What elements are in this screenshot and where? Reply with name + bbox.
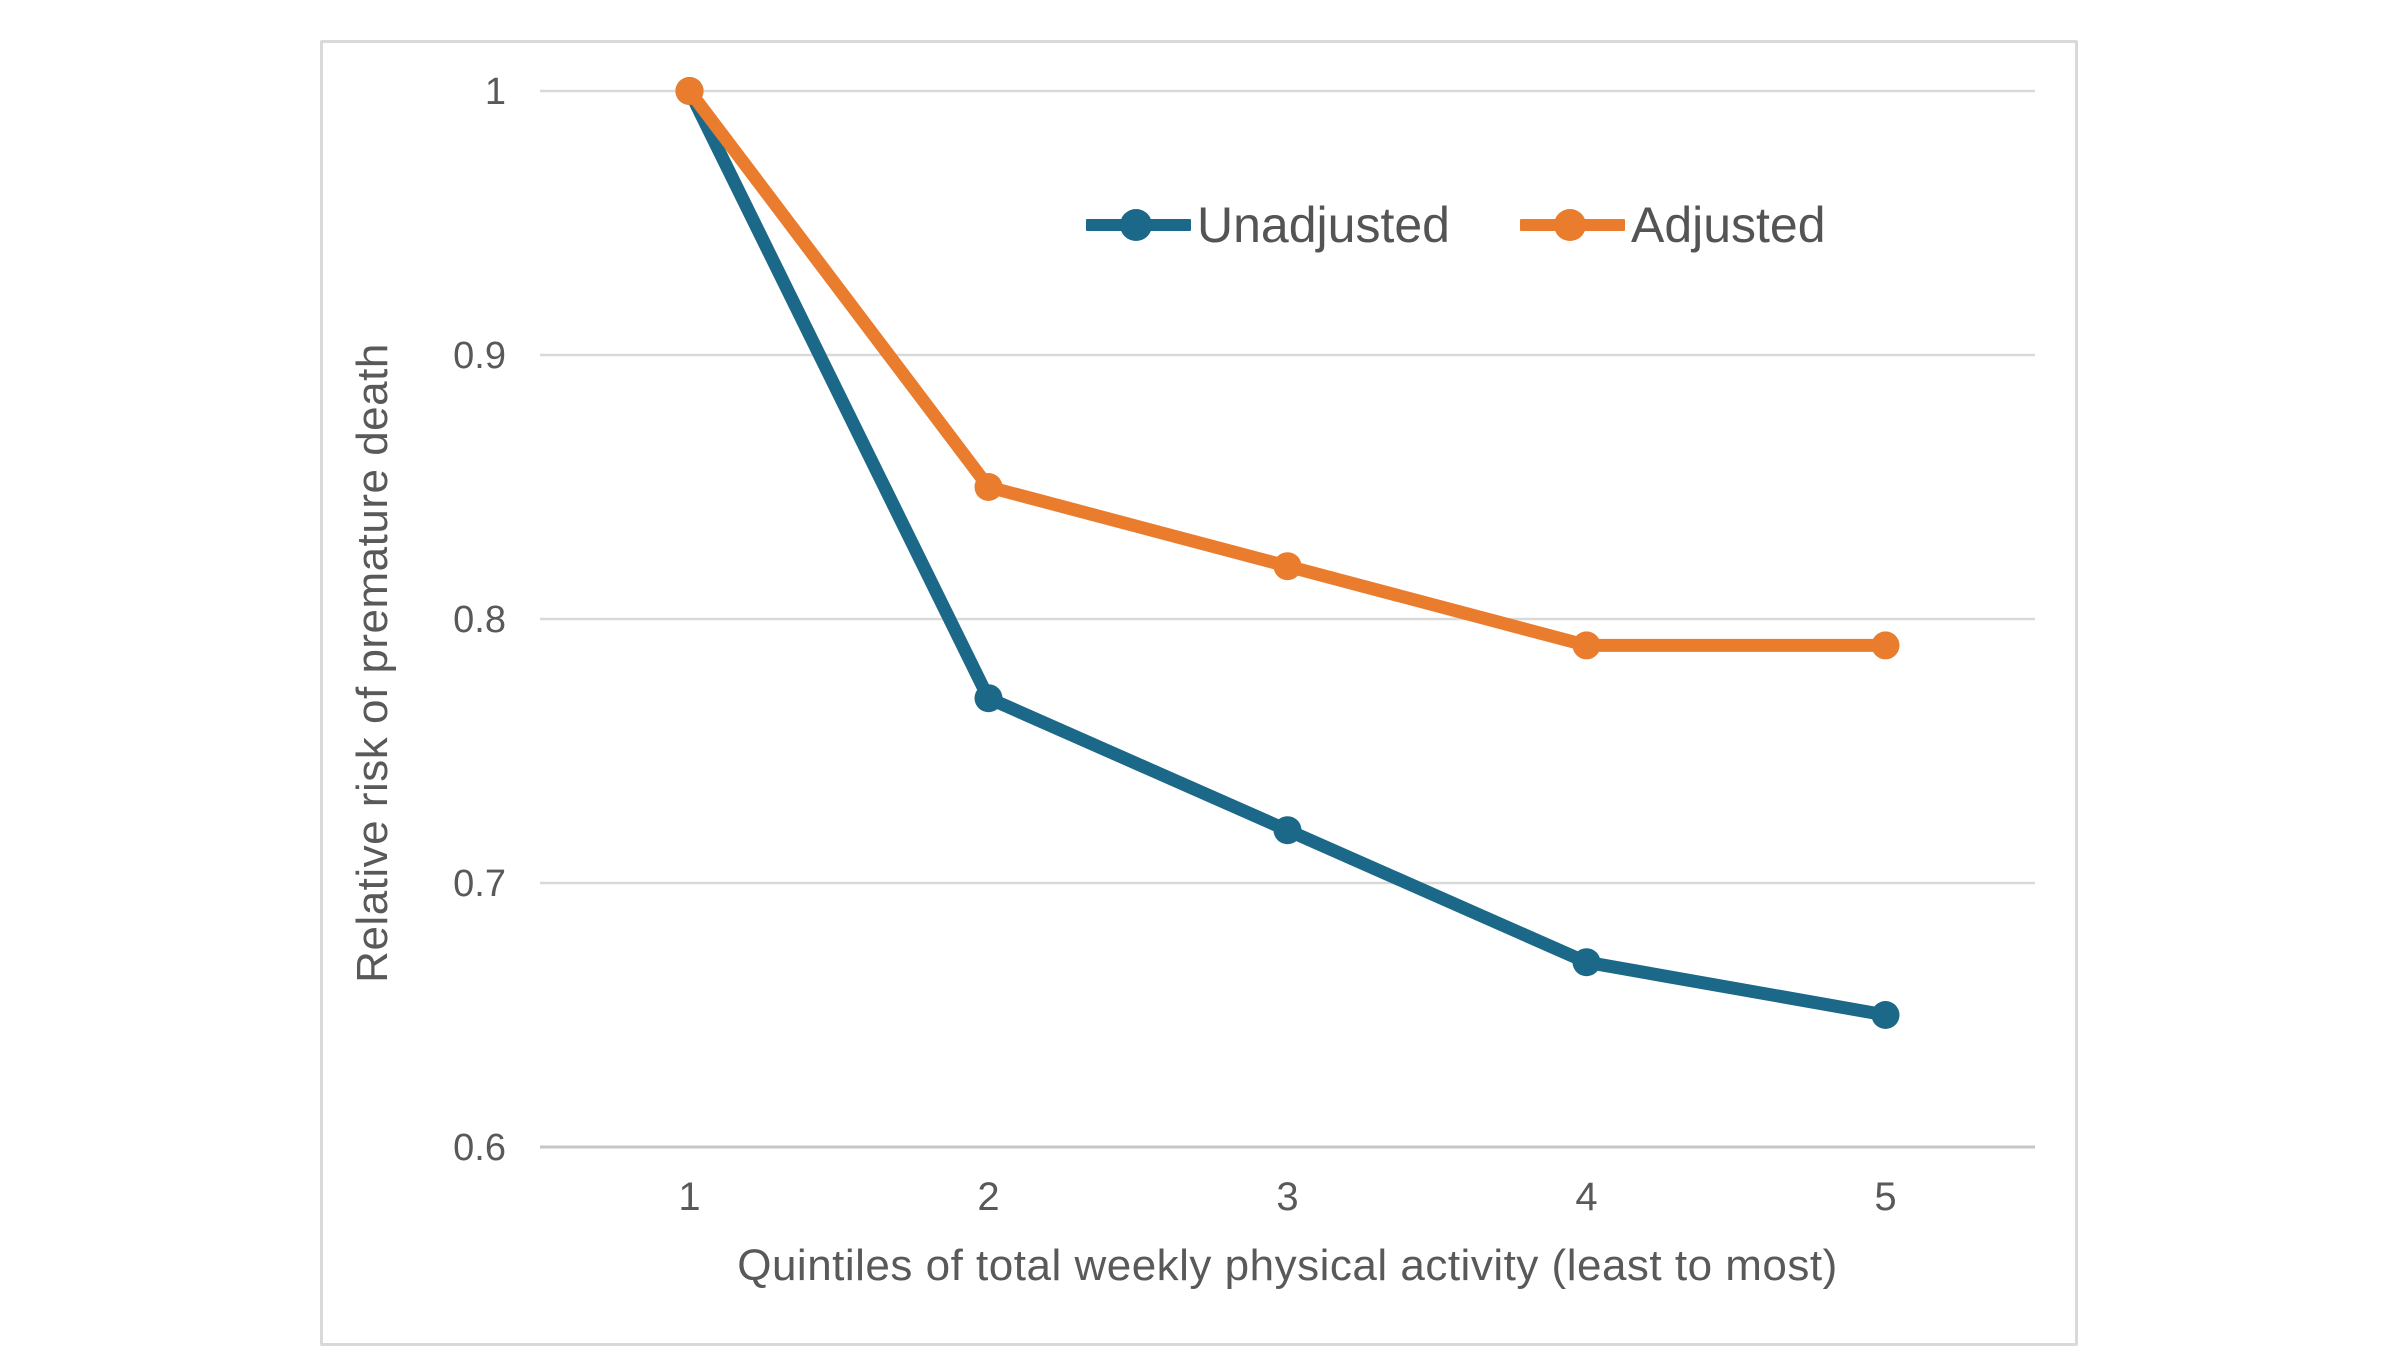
x-tick-label: 3 — [1276, 1175, 1298, 1219]
legend-label-unadjusted: Unadjusted — [1197, 197, 1450, 253]
legend-item-unadjusted: Unadjusted — [1082, 196, 1450, 254]
chart-frame: 1 0.9 0.8 0.7 0.6 1 2 3 4 5 Relative risk of prem… — [320, 40, 2078, 1346]
y-tick-label: 0.7 — [453, 863, 506, 905]
data-point-unadjusted-q3 — [1273, 816, 1302, 845]
data-point-adjusted-q1 — [675, 77, 704, 105]
x-tick-label: 5 — [1874, 1175, 1896, 1219]
legend-line-marker-icon — [1515, 207, 1629, 243]
y-tick-label: 0.9 — [453, 335, 506, 377]
y-tick-label: 0.8 — [453, 599, 506, 641]
data-point-adjusted-q2 — [974, 473, 1003, 501]
data-point-adjusted-q5 — [1871, 631, 1900, 660]
x-axis-title: Quintiles of total weekly physical activ… — [737, 1241, 1838, 1290]
data-point-unadjusted-q5 — [1871, 1001, 1900, 1029]
legend-label-adjusted: Adjusted — [1630, 197, 1826, 253]
legend: Unadjusted Adjusted — [1082, 193, 1826, 257]
data-point-unadjusted-q2 — [974, 684, 1003, 713]
y-axis-title: Relative risk of premature death — [348, 343, 397, 983]
x-tick-label: 1 — [678, 1175, 700, 1219]
x-tick-label: 4 — [1575, 1175, 1597, 1219]
line-chart-plot: 1 0.9 0.8 0.7 0.6 1 2 3 4 5 — [453, 71, 2035, 1219]
legend-item-adjusted: Adjusted — [1515, 196, 1826, 254]
y-tick-label: 0.6 — [453, 1127, 506, 1169]
legend-line-marker-icon — [1082, 207, 1195, 243]
y-tick-label: 1 — [485, 71, 506, 113]
data-point-adjusted-q4 — [1572, 631, 1601, 660]
data-point-unadjusted-q4 — [1572, 948, 1601, 977]
data-point-adjusted-q3 — [1273, 552, 1302, 581]
x-tick-label: 2 — [977, 1175, 999, 1219]
